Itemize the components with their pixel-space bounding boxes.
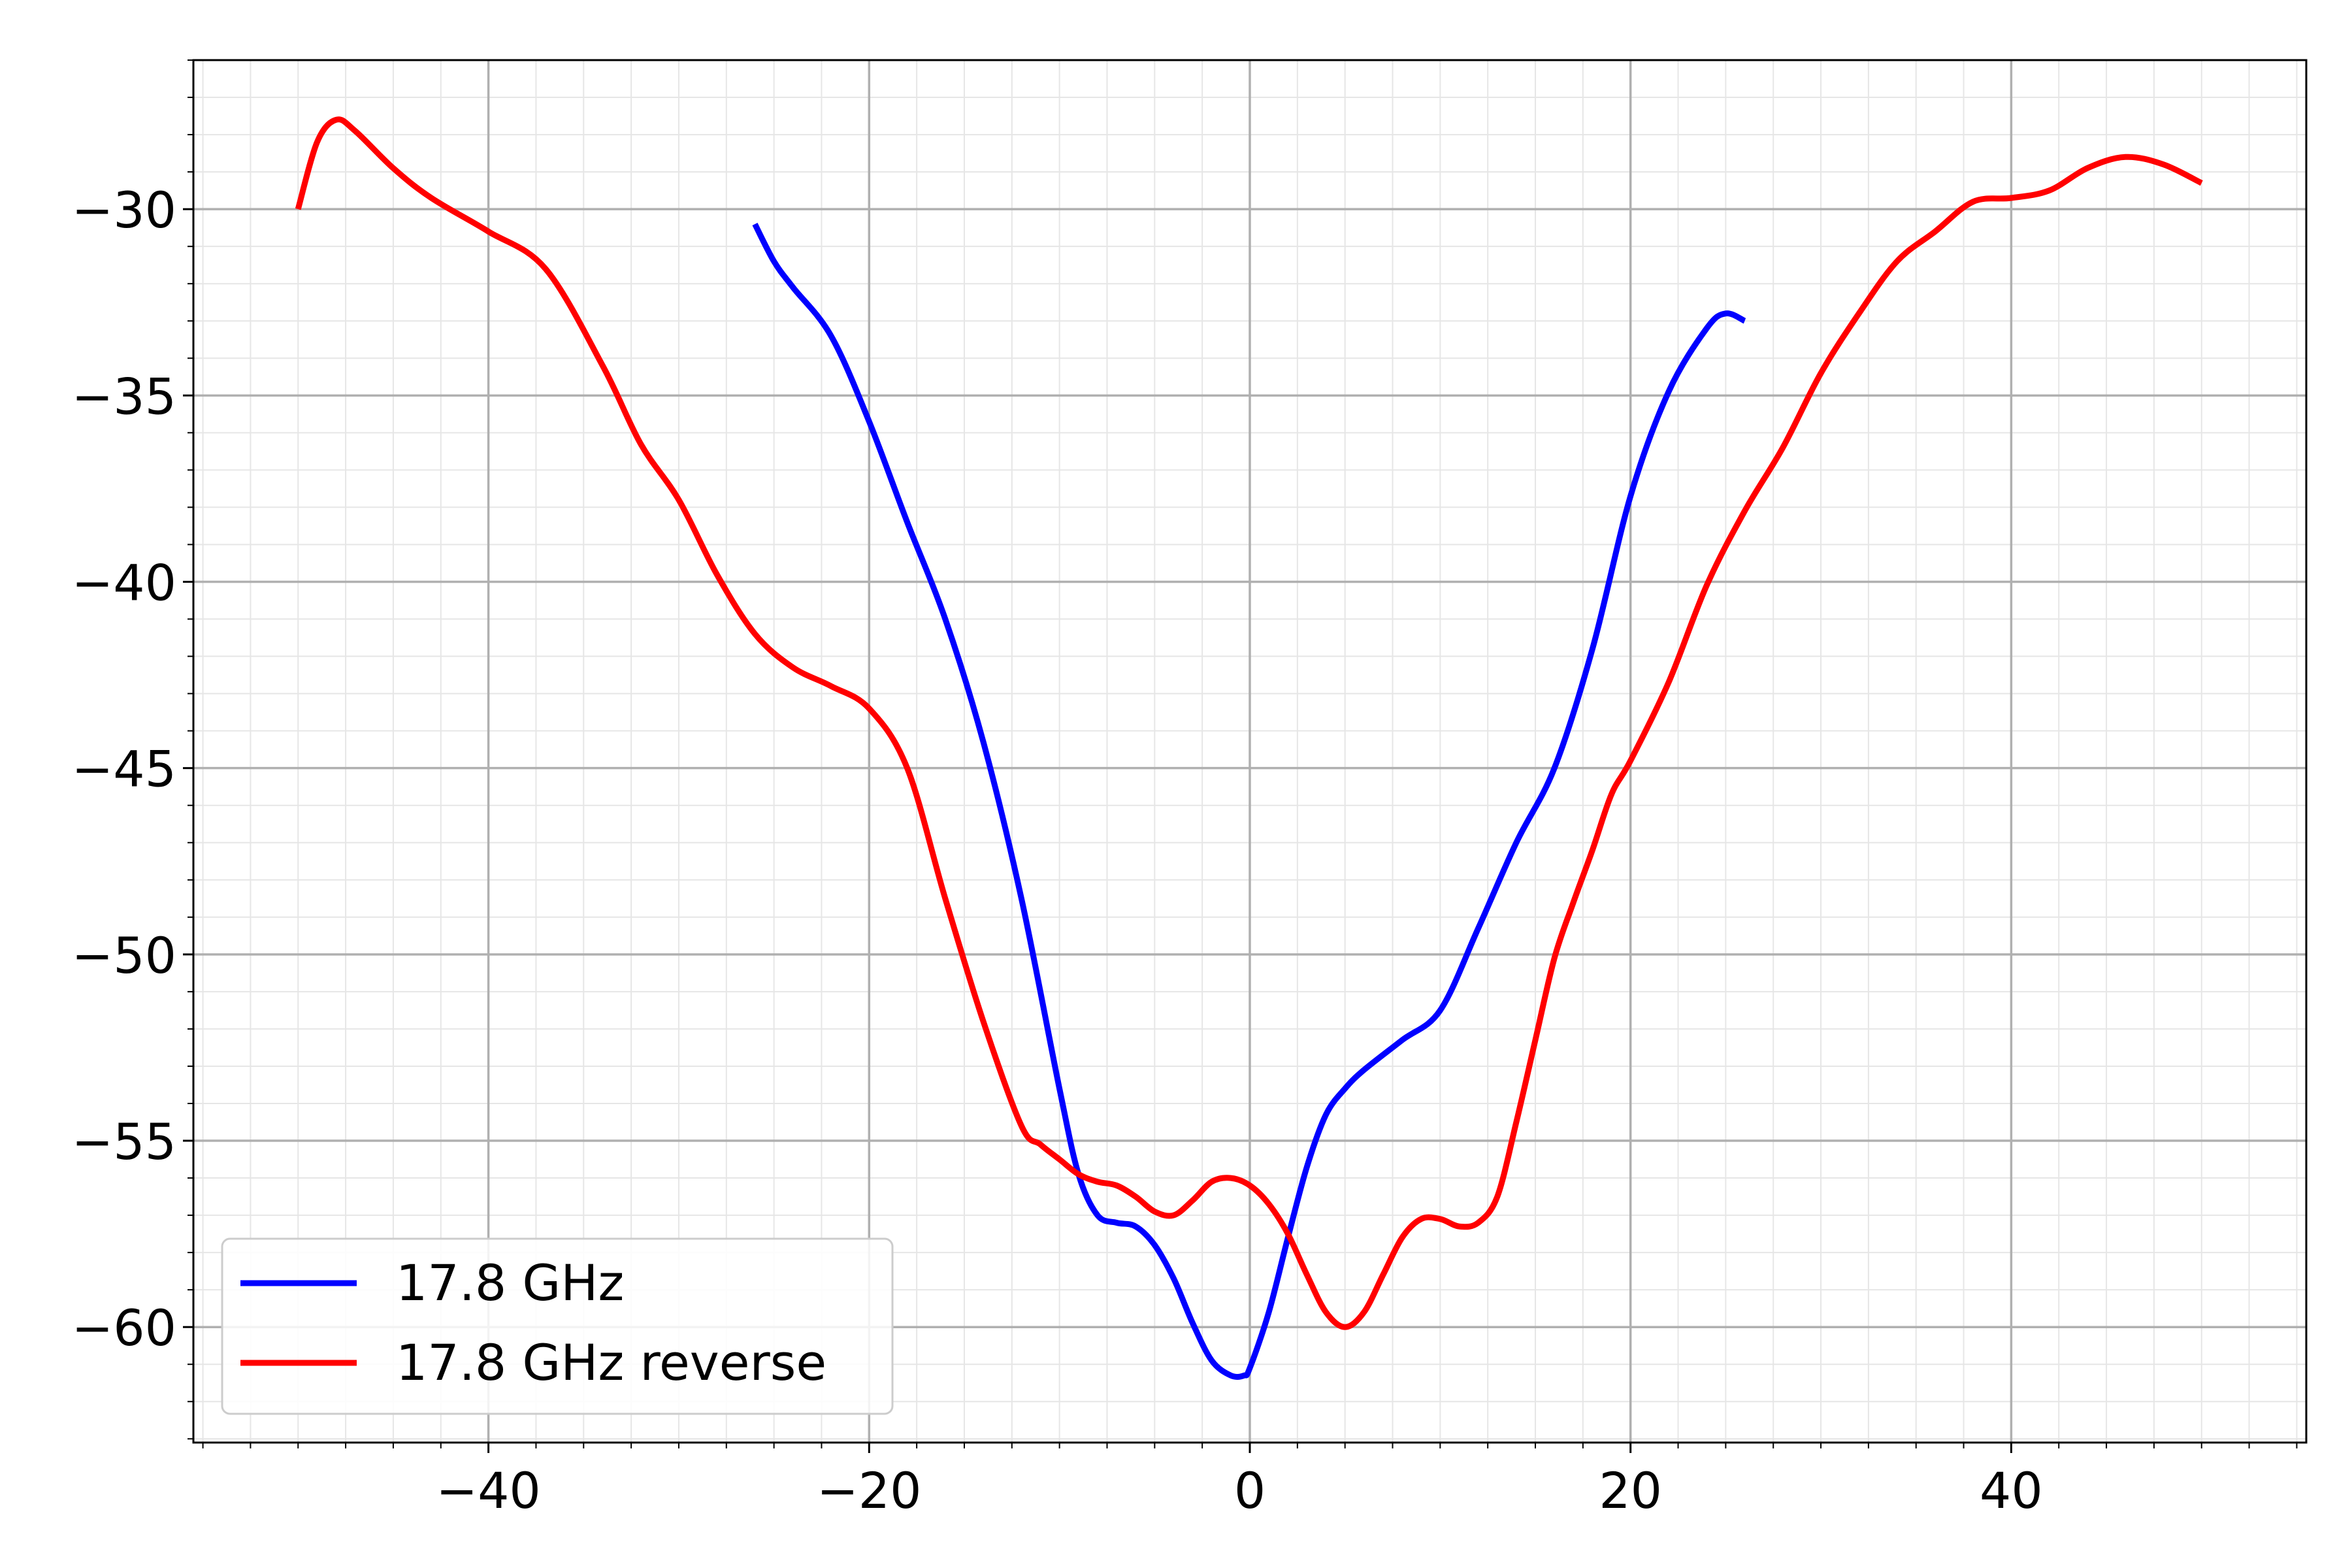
y-tick-labels: −30 −35 −40 −45 −50 −55 −60 — [72, 181, 176, 1357]
axis-ticks — [183, 59, 2298, 1453]
series-line-17-8-ghz — [752, 222, 1746, 1380]
y-tick-label: −60 — [72, 1299, 176, 1357]
y-tick-label: −50 — [72, 926, 176, 985]
x-tick-label: −20 — [817, 1462, 921, 1520]
major-grid — [193, 60, 2306, 1443]
series-line-17-8-ghz-reverse — [295, 116, 2203, 1330]
legend-box — [221, 1237, 894, 1415]
y-tick-label: −45 — [72, 740, 176, 798]
x-tick-labels: −40 −20 0 20 40 — [436, 1462, 2042, 1520]
x-tick-label: 40 — [1980, 1462, 2043, 1520]
x-tick-label: 0 — [1234, 1462, 1266, 1520]
y-tick-label: −55 — [72, 1113, 176, 1171]
y-tick-label: −35 — [72, 367, 176, 425]
minor-grid — [193, 59, 2306, 1443]
x-tick-label: −40 — [436, 1462, 540, 1520]
y-tick-label: −30 — [72, 181, 176, 239]
y-tick-label: −40 — [72, 553, 176, 612]
legend-label: 17.8 GHz reverse — [396, 1333, 826, 1392]
x-tick-label: 20 — [1599, 1462, 1662, 1520]
legend-label: 17.8 GHz — [396, 1254, 624, 1312]
series-layer — [295, 116, 2203, 1380]
legend: 17.8 GHz 17.8 GHz reverse — [221, 1237, 894, 1415]
